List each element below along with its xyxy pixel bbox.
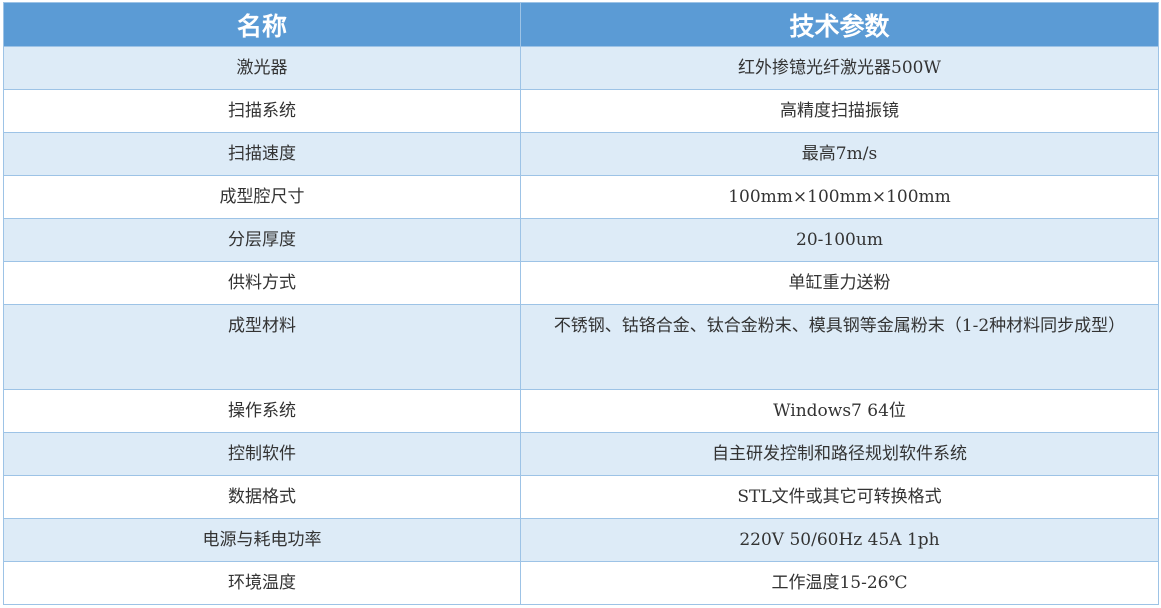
table-row: 数据格式 STL文件或其它可转换格式 [3, 475, 1159, 519]
table-row: 成型腔尺寸 100mm×100mm×100mm [3, 175, 1159, 219]
cell-name: 激光器 [3, 46, 521, 90]
cell-name: 电源与耗电功率 [3, 518, 521, 562]
cell-name: 分层厚度 [3, 218, 521, 262]
header-name: 名称 [3, 2, 521, 47]
cell-value: 工作温度15-26℃ [520, 561, 1159, 605]
cell-value: 100mm×100mm×100mm [520, 175, 1159, 219]
header-params: 技术参数 [520, 2, 1159, 47]
spec-table: 名称 技术参数 激光器 红外掺镱光纤激光器500W 扫描系统 高精度扫描振镜 扫描速度最… [3, 2, 1159, 605]
cell-name: 操作系统 [3, 389, 521, 433]
table-row: 扫描系统 高精度扫描振镜 [3, 89, 1159, 133]
table-row: 操作系统 Windows7 64位 [3, 389, 1159, 433]
cell-value: 不锈钢、钴铬合金、钛合金粉末、模具钢等金属粉末（1-2种材料同步成型） [520, 304, 1159, 390]
cell-value: 自主研发控制和路径规划软件系统 [520, 432, 1159, 476]
table-row: 分层厚度 20-100um [3, 218, 1159, 262]
cell-name: 数据格式 [3, 475, 521, 519]
cell-name: 控制软件 [3, 432, 521, 476]
table-row: 控制软件 自主研发控制和路径规划软件系统 [3, 432, 1159, 476]
table-row: 环境温度 工作温度15-26℃ [3, 561, 1159, 605]
table-row: 扫描速度 最高7m/s [3, 132, 1159, 176]
cell-value: 高精度扫描振镜 [520, 89, 1159, 133]
table-row: 激光器 红外掺镱光纤激光器500W [3, 46, 1159, 90]
cell-name: 扫描速度 [3, 132, 521, 176]
cell-value: 最高7m/s [520, 132, 1159, 176]
table-row: 成型材料 不锈钢、钴铬合金、钛合金粉末、模具钢等金属粉末（1-2种材料同步成型） [3, 304, 1159, 390]
table-header: 名称 技术参数 [3, 2, 1159, 47]
cell-value: Windows7 64位 [520, 389, 1159, 433]
cell-value: 20-100um [520, 218, 1159, 262]
cell-value: 红外掺镱光纤激光器500W [520, 46, 1159, 90]
cell-name: 成型材料 [3, 304, 521, 390]
cell-value: STL文件或其它可转换格式 [520, 475, 1159, 519]
cell-name: 扫描系统 [3, 89, 521, 133]
table-row: 供料方式 单缸重力送粉 [3, 261, 1159, 305]
table-row: 电源与耗电功率 220V 50/60Hz 45A 1ph [3, 518, 1159, 562]
cell-name: 成型腔尺寸 [3, 175, 521, 219]
cell-name: 环境温度 [3, 561, 521, 605]
cell-value: 单缸重力送粉 [520, 261, 1159, 305]
cell-value: 220V 50/60Hz 45A 1ph [520, 518, 1159, 562]
cell-name: 供料方式 [3, 261, 521, 305]
